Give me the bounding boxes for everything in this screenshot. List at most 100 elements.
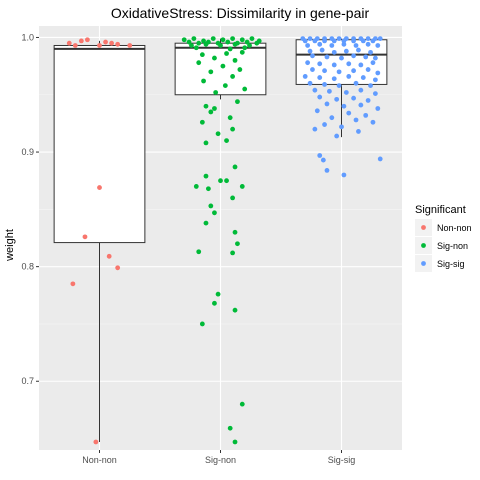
data-point bbox=[224, 138, 229, 143]
data-point bbox=[331, 76, 337, 82]
data-point bbox=[235, 241, 240, 247]
legend-label: Sig-sig bbox=[437, 259, 465, 269]
data-point bbox=[224, 178, 229, 184]
data-point bbox=[360, 75, 366, 80]
data-point bbox=[208, 203, 214, 209]
data-point bbox=[302, 38, 308, 44]
data-point bbox=[312, 126, 318, 132]
data-point bbox=[312, 87, 318, 93]
data-point bbox=[239, 49, 245, 55]
data-point bbox=[351, 68, 356, 74]
data-point bbox=[193, 45, 199, 51]
data-point bbox=[115, 265, 121, 271]
data-point bbox=[317, 41, 323, 47]
data-point bbox=[365, 67, 371, 72]
data-point bbox=[230, 195, 236, 201]
data-point bbox=[97, 43, 102, 48]
data-point bbox=[353, 117, 359, 123]
data-point bbox=[343, 90, 349, 95]
data-point bbox=[215, 131, 221, 137]
data-point bbox=[212, 55, 217, 61]
data-point bbox=[93, 439, 99, 445]
data-point bbox=[193, 184, 199, 189]
data-point bbox=[249, 36, 255, 42]
data-point bbox=[196, 249, 202, 255]
data-point bbox=[106, 253, 112, 259]
data-point bbox=[215, 291, 221, 297]
data-point bbox=[66, 40, 72, 46]
data-point bbox=[356, 129, 361, 134]
box-body bbox=[53, 44, 146, 244]
data-point bbox=[213, 90, 219, 95]
data-point bbox=[227, 425, 233, 431]
data-point bbox=[319, 47, 325, 53]
data-point bbox=[336, 69, 342, 75]
data-point bbox=[358, 87, 364, 93]
data-point bbox=[377, 156, 383, 162]
legend-item-sig-non: Sig-non bbox=[415, 237, 468, 254]
data-point bbox=[232, 57, 238, 63]
data-point bbox=[203, 103, 209, 109]
data-point bbox=[230, 36, 236, 42]
data-point bbox=[230, 250, 236, 256]
data-point bbox=[85, 37, 90, 43]
data-point bbox=[368, 83, 373, 88]
data-point bbox=[363, 54, 369, 60]
data-point bbox=[232, 41, 238, 47]
data-point bbox=[358, 62, 364, 68]
data-point bbox=[201, 78, 206, 84]
data-point bbox=[72, 43, 78, 48]
data-point bbox=[341, 172, 347, 178]
data-point bbox=[377, 36, 383, 42]
data-point bbox=[327, 88, 332, 94]
data-point bbox=[334, 133, 340, 139]
data-point bbox=[201, 38, 206, 44]
data-point bbox=[230, 126, 236, 132]
data-point bbox=[82, 234, 88, 240]
legend-item-non-non: Non-non bbox=[415, 219, 472, 236]
data-points bbox=[66, 36, 383, 445]
y-axis: 0.7 0.8 0.9 1.0 bbox=[21, 32, 39, 386]
data-point bbox=[339, 55, 344, 61]
data-point bbox=[115, 41, 121, 47]
data-point bbox=[307, 36, 313, 42]
data-point bbox=[331, 38, 337, 44]
box-plots bbox=[53, 38, 388, 442]
data-point bbox=[317, 94, 323, 100]
legend-item-sig-sig: Sig-sig bbox=[415, 255, 465, 272]
y-axis-label: weight bbox=[4, 229, 16, 262]
data-point bbox=[363, 112, 369, 118]
data-point bbox=[329, 115, 335, 121]
data-point bbox=[317, 61, 323, 67]
data-point bbox=[351, 38, 356, 44]
data-point bbox=[346, 74, 352, 79]
data-point bbox=[339, 124, 344, 130]
data-point bbox=[372, 55, 378, 61]
data-point bbox=[78, 38, 84, 44]
data-point bbox=[181, 37, 187, 43]
data-point bbox=[210, 36, 216, 42]
data-point bbox=[310, 53, 315, 59]
data-point bbox=[331, 49, 337, 55]
legend-label: Sig-non bbox=[437, 241, 468, 251]
x-tick-label: Sig-non bbox=[205, 455, 236, 465]
data-point bbox=[370, 119, 376, 125]
data-point bbox=[196, 60, 202, 66]
x-tick-label: Non-non bbox=[82, 455, 117, 465]
data-point bbox=[70, 281, 76, 287]
data-point bbox=[334, 96, 340, 102]
data-point bbox=[341, 103, 347, 109]
data-point bbox=[322, 68, 327, 74]
data-point bbox=[372, 91, 378, 97]
data-point bbox=[232, 164, 238, 170]
legend-dot bbox=[421, 261, 426, 266]
data-point bbox=[203, 41, 209, 47]
data-point bbox=[212, 210, 217, 216]
data-point bbox=[358, 102, 364, 108]
data-point bbox=[203, 140, 209, 146]
data-point bbox=[212, 106, 217, 111]
data-point bbox=[191, 36, 197, 42]
data-point bbox=[199, 52, 205, 58]
data-point bbox=[232, 229, 238, 235]
